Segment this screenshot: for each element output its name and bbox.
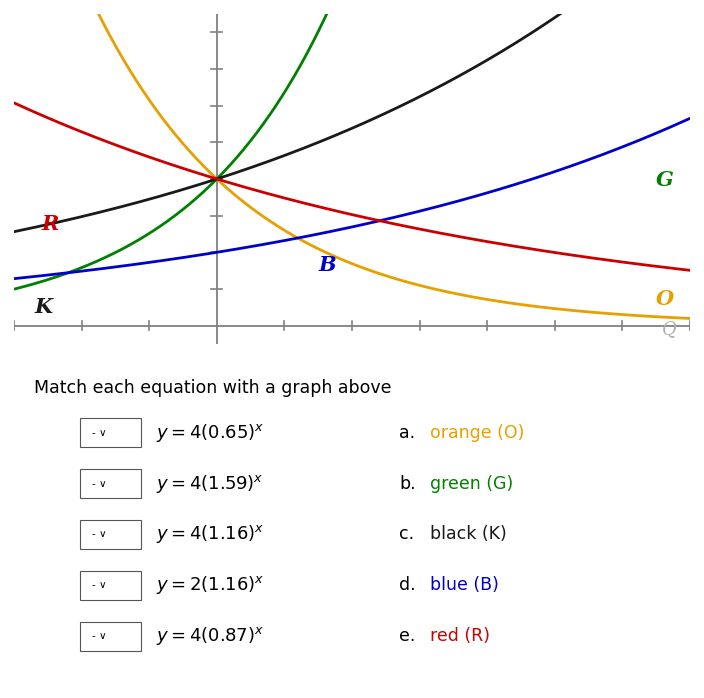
Text: $y = 4(0.87)^{x}$: $y = 4(0.87)^{x}$: [156, 625, 264, 647]
Text: $y = 4(1.16)^{x}$: $y = 4(1.16)^{x}$: [156, 524, 265, 545]
Text: - ∨: - ∨: [92, 479, 106, 489]
Text: O: O: [656, 290, 674, 309]
Text: c.: c.: [399, 526, 415, 544]
Text: - ∨: - ∨: [92, 428, 106, 438]
Text: $y = 4(1.59)^{x}$: $y = 4(1.59)^{x}$: [156, 473, 263, 494]
FancyBboxPatch shape: [80, 571, 141, 600]
Text: Match each equation with a graph above: Match each equation with a graph above: [34, 379, 392, 397]
Text: a.: a.: [399, 424, 415, 442]
Text: K: K: [34, 297, 53, 317]
Text: e.: e.: [399, 628, 415, 645]
Text: - ∨: - ∨: [92, 530, 106, 540]
Text: $y = 4(0.65)^{x}$: $y = 4(0.65)^{x}$: [156, 422, 265, 444]
FancyBboxPatch shape: [80, 469, 141, 498]
Text: orange (O): orange (O): [429, 424, 524, 442]
Text: blue (B): blue (B): [429, 577, 498, 595]
Text: R: R: [41, 214, 58, 235]
Text: $y = 2(1.16)^{x}$: $y = 2(1.16)^{x}$: [156, 574, 265, 596]
Text: - ∨: - ∨: [92, 631, 106, 641]
Text: green (G): green (G): [429, 475, 513, 493]
Text: b.: b.: [399, 475, 416, 493]
Text: d.: d.: [399, 577, 416, 595]
Text: G: G: [656, 170, 674, 191]
Text: black (K): black (K): [429, 526, 506, 544]
FancyBboxPatch shape: [80, 418, 141, 447]
Text: - ∨: - ∨: [92, 580, 106, 591]
Text: red (R): red (R): [429, 628, 490, 645]
Text: B: B: [318, 255, 336, 274]
Text: Q: Q: [662, 320, 677, 339]
FancyBboxPatch shape: [80, 520, 141, 549]
FancyBboxPatch shape: [80, 622, 141, 651]
